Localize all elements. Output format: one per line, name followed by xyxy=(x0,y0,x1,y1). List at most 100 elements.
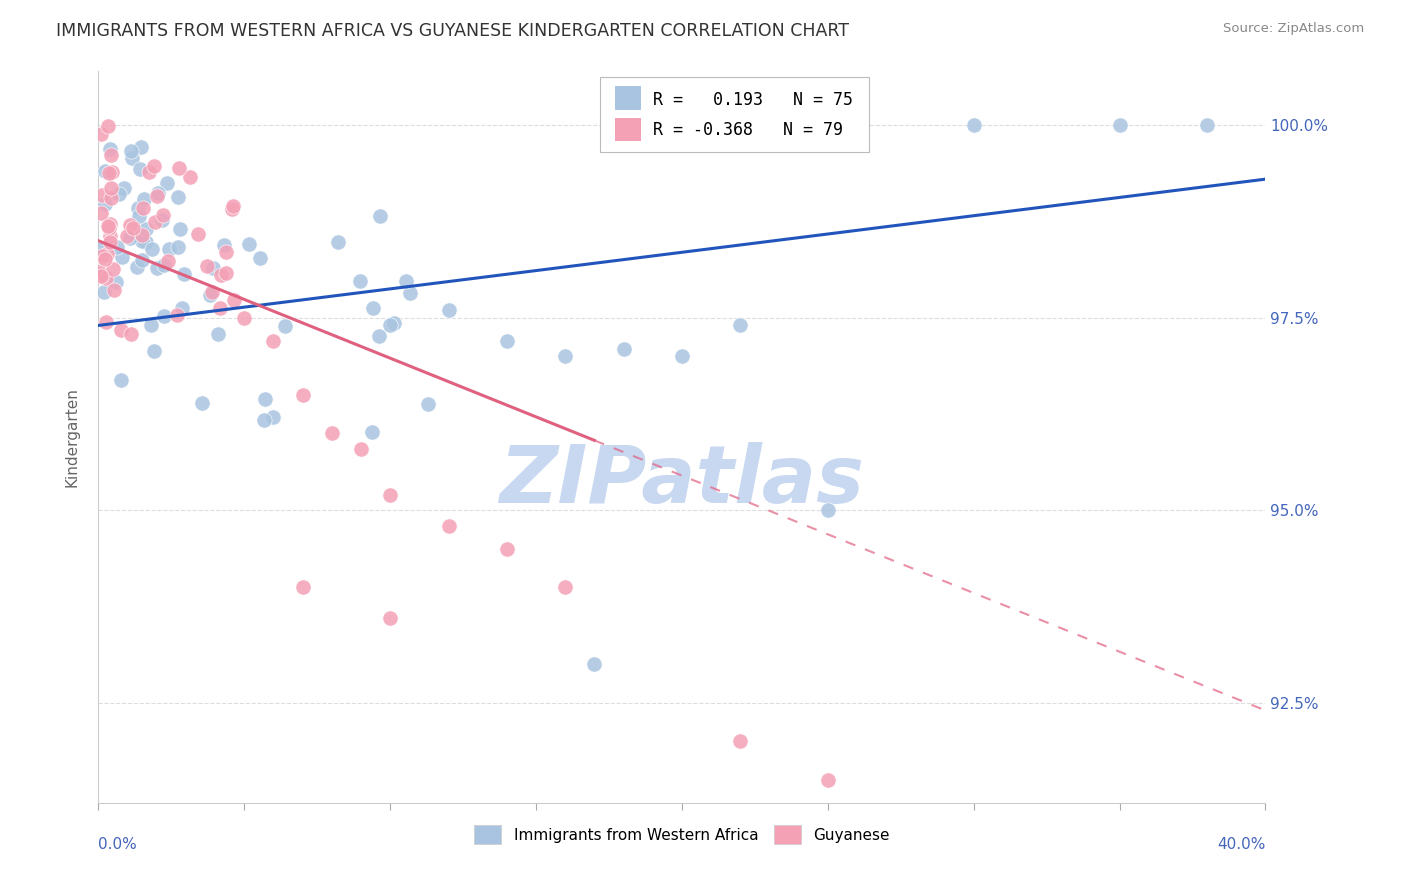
Point xyxy=(90,268,112,283)
Point xyxy=(291,580,314,594)
Point xyxy=(98,142,121,156)
Point xyxy=(395,274,418,288)
Point xyxy=(135,235,157,249)
Point xyxy=(360,425,382,439)
Point xyxy=(496,541,519,556)
Point xyxy=(554,349,576,363)
Point xyxy=(87,265,110,279)
Point xyxy=(238,236,260,251)
Point xyxy=(291,388,314,402)
Point xyxy=(233,310,256,325)
Point xyxy=(157,254,180,268)
Point xyxy=(262,410,284,425)
Point xyxy=(671,349,693,363)
Point xyxy=(105,239,128,253)
Point xyxy=(91,249,114,263)
FancyBboxPatch shape xyxy=(600,78,869,152)
Point xyxy=(201,285,224,299)
Point xyxy=(152,258,174,272)
Point xyxy=(98,228,121,243)
FancyBboxPatch shape xyxy=(616,87,641,110)
Point xyxy=(253,413,276,427)
Point xyxy=(1108,118,1130,132)
Point xyxy=(262,334,284,348)
Point xyxy=(249,251,271,265)
Point xyxy=(141,242,163,256)
Point xyxy=(170,301,193,316)
Legend: Immigrants from Western Africa, Guyanese: Immigrants from Western Africa, Guyanese xyxy=(468,819,896,850)
Point xyxy=(93,285,115,299)
Point xyxy=(274,319,297,334)
Point xyxy=(349,274,371,288)
Point xyxy=(96,271,118,285)
Point xyxy=(198,287,221,301)
Point xyxy=(142,343,165,358)
Point xyxy=(207,327,229,342)
Point xyxy=(96,247,118,261)
Point xyxy=(131,234,153,248)
Point xyxy=(167,190,190,204)
Point xyxy=(368,329,391,343)
Point xyxy=(209,268,232,283)
Point xyxy=(962,118,984,132)
Point xyxy=(730,734,752,748)
Point xyxy=(94,315,117,329)
Text: 40.0%: 40.0% xyxy=(1218,838,1265,853)
Point xyxy=(1195,118,1218,132)
Point xyxy=(350,442,373,456)
Point xyxy=(187,227,209,241)
Point xyxy=(103,283,125,297)
Point xyxy=(127,201,149,215)
Point xyxy=(370,209,392,223)
Point xyxy=(214,244,236,259)
Point xyxy=(120,144,142,158)
Point xyxy=(135,221,157,235)
Point xyxy=(139,318,162,333)
Point xyxy=(125,260,148,275)
Point xyxy=(105,275,128,289)
Point xyxy=(131,253,153,268)
Point xyxy=(138,164,160,178)
Point xyxy=(167,161,190,176)
Point xyxy=(97,166,120,180)
Point xyxy=(122,221,145,235)
Point xyxy=(146,261,169,276)
Point xyxy=(142,159,165,173)
Point xyxy=(110,373,132,387)
Point xyxy=(173,268,195,282)
Point xyxy=(110,323,132,337)
Point xyxy=(209,301,232,315)
Point xyxy=(167,240,190,254)
Point xyxy=(197,259,219,273)
Point xyxy=(201,260,224,275)
Point xyxy=(97,219,120,233)
Point xyxy=(94,163,117,178)
Point xyxy=(380,488,402,502)
Point xyxy=(90,242,112,256)
Point xyxy=(222,199,245,213)
Point xyxy=(380,611,402,625)
Point xyxy=(98,235,121,249)
Y-axis label: Kindergarten: Kindergarten xyxy=(65,387,80,487)
Point xyxy=(94,252,117,266)
Point xyxy=(157,242,180,256)
Point xyxy=(97,120,120,134)
Point xyxy=(98,217,121,231)
Point xyxy=(132,201,155,215)
Point xyxy=(129,161,152,176)
Point xyxy=(254,392,277,407)
Point xyxy=(554,580,576,594)
Point xyxy=(100,165,122,179)
Point xyxy=(101,262,124,277)
Point xyxy=(166,308,188,322)
Point xyxy=(169,222,191,236)
Point xyxy=(131,228,153,243)
Point xyxy=(153,309,176,323)
Text: Source: ZipAtlas.com: Source: ZipAtlas.com xyxy=(1223,22,1364,36)
Point xyxy=(118,218,141,232)
Point xyxy=(214,238,236,252)
Point xyxy=(156,177,179,191)
Point xyxy=(128,209,150,223)
Point xyxy=(190,395,212,409)
Point xyxy=(326,235,349,249)
